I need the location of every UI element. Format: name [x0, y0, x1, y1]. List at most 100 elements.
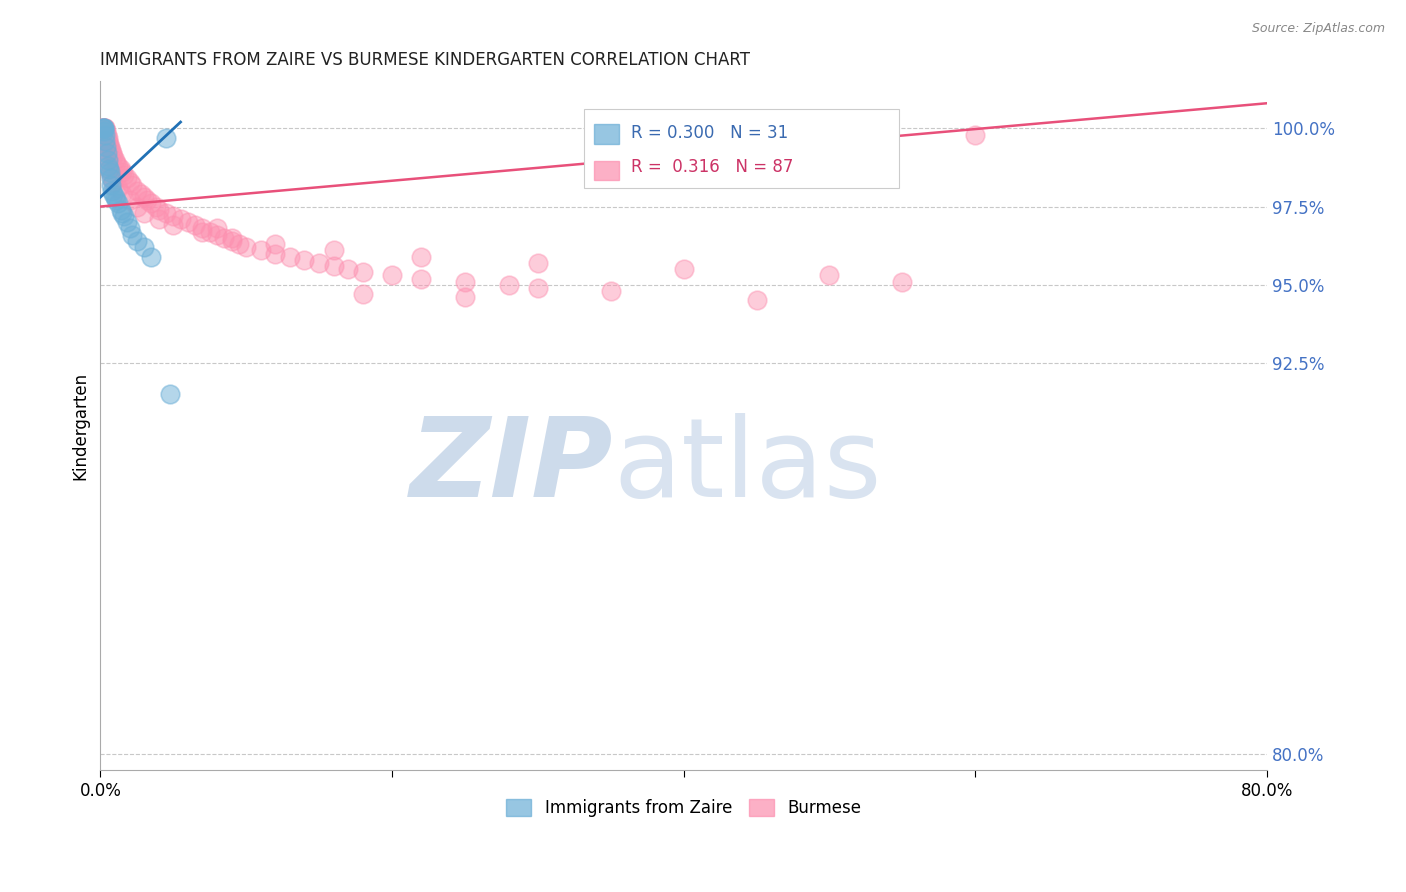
Point — [103, 174, 125, 188]
Point — [125, 184, 148, 198]
Point — [96, 140, 118, 154]
Point — [100, 168, 122, 182]
Y-axis label: Kindergarten: Kindergarten — [72, 372, 89, 480]
Point — [155, 130, 177, 145]
Point — [101, 184, 124, 198]
FancyBboxPatch shape — [585, 109, 900, 188]
Point — [177, 215, 200, 229]
Point — [965, 128, 987, 142]
Point — [110, 202, 132, 217]
Point — [98, 165, 121, 179]
Point — [818, 268, 841, 283]
Point — [118, 221, 141, 235]
Point — [105, 155, 128, 169]
Point — [411, 250, 433, 264]
Point — [104, 190, 127, 204]
Point — [98, 136, 121, 151]
Point — [93, 124, 115, 138]
Point — [107, 196, 129, 211]
Point — [118, 194, 141, 208]
Point — [107, 181, 129, 195]
Point — [121, 178, 143, 192]
Point — [93, 128, 115, 142]
Point — [454, 290, 477, 304]
Point — [228, 237, 250, 252]
Point — [381, 268, 404, 283]
Point — [352, 265, 374, 279]
Point — [322, 244, 344, 258]
Point — [97, 155, 120, 169]
Point — [278, 250, 301, 264]
Point — [121, 227, 143, 242]
Point — [115, 171, 138, 186]
Point — [132, 206, 155, 220]
Point — [205, 227, 228, 242]
Point — [91, 121, 114, 136]
Point — [132, 240, 155, 254]
Point — [132, 190, 155, 204]
Point — [672, 262, 695, 277]
Point — [111, 206, 134, 220]
Point — [100, 178, 122, 192]
Text: ZIP: ZIP — [411, 414, 613, 521]
Point — [214, 231, 236, 245]
Point — [205, 221, 228, 235]
Point — [93, 121, 115, 136]
Point — [100, 143, 122, 157]
Point — [454, 275, 477, 289]
Point — [118, 174, 141, 188]
Point — [97, 159, 120, 173]
Point — [141, 250, 163, 264]
Point — [498, 277, 520, 292]
Point — [101, 146, 124, 161]
Point — [148, 212, 170, 227]
FancyBboxPatch shape — [593, 125, 620, 144]
Text: R = 0.300   N = 31: R = 0.300 N = 31 — [631, 124, 789, 142]
Point — [107, 159, 129, 173]
Point — [169, 212, 191, 227]
Point — [97, 153, 120, 167]
Point — [145, 200, 167, 214]
Point — [191, 221, 214, 235]
Point — [112, 209, 135, 223]
Point — [221, 234, 243, 248]
Point — [91, 121, 114, 136]
Point — [94, 134, 117, 148]
Text: R =  0.316   N = 87: R = 0.316 N = 87 — [631, 158, 793, 176]
Point — [125, 200, 148, 214]
Point — [198, 225, 221, 239]
Point — [94, 121, 117, 136]
Point — [148, 202, 170, 217]
Point — [125, 234, 148, 248]
Point — [98, 161, 121, 176]
Point — [745, 293, 768, 308]
Point — [337, 262, 360, 277]
Point — [527, 256, 550, 270]
Text: Source: ZipAtlas.com: Source: ZipAtlas.com — [1251, 22, 1385, 36]
Point — [162, 209, 184, 223]
Point — [98, 161, 121, 176]
Point — [110, 161, 132, 176]
Point — [96, 128, 118, 142]
Point — [191, 225, 214, 239]
FancyBboxPatch shape — [593, 161, 620, 180]
Point — [104, 153, 127, 167]
Point — [136, 194, 159, 208]
Point — [111, 187, 134, 202]
Point — [891, 275, 914, 289]
Point — [96, 146, 118, 161]
Point — [97, 130, 120, 145]
Point — [91, 121, 114, 136]
Point — [90, 121, 112, 136]
Point — [159, 387, 181, 401]
Point — [155, 206, 177, 220]
Point — [599, 284, 621, 298]
Point — [96, 149, 118, 163]
Point — [93, 121, 115, 136]
Point — [411, 271, 433, 285]
Point — [235, 240, 257, 254]
Point — [322, 259, 344, 273]
Point — [221, 231, 243, 245]
Point — [141, 196, 163, 211]
Legend: Immigrants from Zaire, Burmese: Immigrants from Zaire, Burmese — [499, 792, 868, 823]
